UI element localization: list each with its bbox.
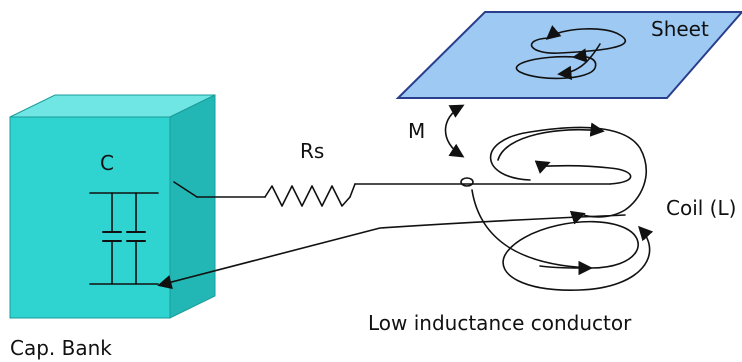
coil-lower-loop-mid <box>539 260 593 276</box>
eddy-loop-lower <box>515 48 597 80</box>
cube-front-face <box>9 116 171 319</box>
cube-side-face <box>169 94 216 319</box>
resistor-rs <box>264 185 351 207</box>
mutual-inductance-arrow <box>444 104 465 158</box>
eddy-loop-upper <box>530 25 627 54</box>
cap-bank-label: Cap. Bank <box>10 336 112 360</box>
upper-wire <box>173 181 611 207</box>
conductor-label: Low inductance conductor <box>368 311 632 335</box>
coil-upper-loop <box>534 160 632 185</box>
capacitor-label: C <box>100 151 114 175</box>
mutual-inductance-label: M <box>408 119 425 143</box>
resistor-label: Rs <box>300 139 324 163</box>
capacitor-bank <box>9 94 216 319</box>
coil <box>460 122 654 291</box>
capacitor-symbol <box>89 192 159 285</box>
sheet-label: Sheet <box>651 17 709 41</box>
coil-upper-loop-close <box>497 122 605 161</box>
eddy-link <box>557 43 601 81</box>
conductive-sheet <box>395 11 742 99</box>
coil-top-loop <box>489 126 647 225</box>
sheet-plane <box>395 11 742 99</box>
coil-lower-loop <box>471 189 654 291</box>
coil-entry-ring <box>460 177 474 187</box>
coil-label: Coil (L) <box>666 196 736 220</box>
